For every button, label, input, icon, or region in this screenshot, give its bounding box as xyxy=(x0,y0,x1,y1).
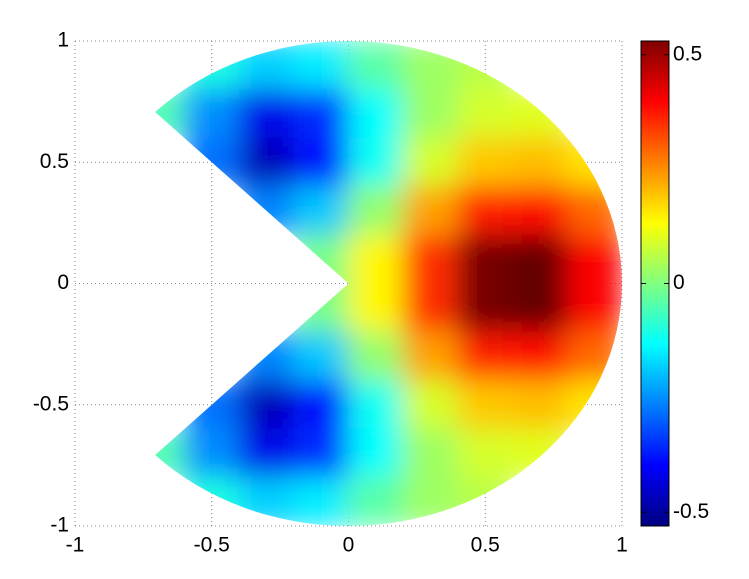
field-cell xyxy=(238,40,295,90)
field-cell xyxy=(402,283,459,333)
field-cell xyxy=(402,331,459,381)
field-cell xyxy=(402,380,459,430)
field-cell xyxy=(348,428,404,478)
field-cell xyxy=(457,137,514,187)
field-cell xyxy=(402,234,459,284)
field-cell xyxy=(293,137,349,187)
labels: -1 -0.5 0 0.5 1 -1 -0.5 0 0.5 1 -0.5 0 0.5 xyxy=(33,29,709,557)
field-cell xyxy=(293,477,349,526)
field-cell xyxy=(293,428,349,478)
field-cell xyxy=(512,137,568,187)
colorbar-tick-label: -0.5 xyxy=(673,500,709,523)
field-cell xyxy=(402,40,459,90)
field-cell xyxy=(183,380,240,430)
field-cell xyxy=(512,234,568,284)
field-cell xyxy=(348,40,404,90)
field-cell xyxy=(238,331,295,381)
field-cell xyxy=(348,234,404,284)
y-tick-label: 0 xyxy=(57,271,69,294)
x-tick-label: 0.5 xyxy=(471,534,500,557)
field-cell xyxy=(238,89,295,139)
field-cell xyxy=(566,234,622,284)
field-cell xyxy=(238,477,295,526)
field-cell xyxy=(566,137,622,187)
field-cell xyxy=(293,283,349,333)
field-cell xyxy=(457,331,514,381)
colorbar-tick-label: 0.5 xyxy=(673,42,702,65)
field-cell xyxy=(348,331,404,381)
field-cell xyxy=(348,477,404,526)
field-cell xyxy=(402,137,459,187)
x-tick-label: 1 xyxy=(616,534,628,557)
field-cell xyxy=(183,137,240,187)
x-tick-label: 0 xyxy=(343,534,355,557)
field-cell xyxy=(348,283,404,333)
field-cell xyxy=(155,89,185,139)
field-cell xyxy=(402,89,459,139)
field-cell xyxy=(402,428,459,478)
field-cell xyxy=(293,40,349,90)
field-cell xyxy=(348,186,404,236)
field-cell xyxy=(457,283,514,333)
field-cell xyxy=(293,186,349,236)
field-cell xyxy=(293,89,349,139)
field-cell xyxy=(457,380,514,430)
x-tick-label: -1 xyxy=(66,534,85,557)
field-cell xyxy=(566,380,622,430)
field-cell xyxy=(566,186,622,236)
field-cell xyxy=(293,380,349,430)
field-cell xyxy=(512,283,568,333)
field-cell xyxy=(512,331,568,381)
field-cell xyxy=(512,380,568,430)
field-cell xyxy=(238,186,295,236)
field-cell xyxy=(402,477,459,526)
field-cell xyxy=(457,234,514,284)
field-cell xyxy=(293,234,349,284)
field-cell xyxy=(155,428,185,478)
field-cell xyxy=(512,89,568,139)
field-cell xyxy=(183,428,240,478)
y-tick-label: -1 xyxy=(50,514,69,537)
y-tick-label: 0.5 xyxy=(40,150,69,173)
field-cell xyxy=(566,283,622,333)
field-cell xyxy=(238,380,295,430)
field-cell xyxy=(457,186,514,236)
field-cell xyxy=(238,428,295,478)
x-tick-label: -0.5 xyxy=(194,534,230,557)
field-cell xyxy=(566,331,622,381)
field-cell xyxy=(348,89,404,139)
field-cell xyxy=(512,186,568,236)
field-cell xyxy=(457,89,514,139)
field-cell xyxy=(512,428,568,478)
colorbar-tick-label: 0 xyxy=(673,271,685,294)
field-cell xyxy=(402,186,459,236)
field-cell xyxy=(348,137,404,187)
field-cell xyxy=(293,331,349,381)
field-cell xyxy=(457,428,514,478)
field-cell xyxy=(348,380,404,430)
y-tick-label: -0.5 xyxy=(33,392,69,415)
y-tick-label: 1 xyxy=(57,29,69,52)
field-cell xyxy=(183,89,240,139)
field-cell xyxy=(238,137,295,187)
